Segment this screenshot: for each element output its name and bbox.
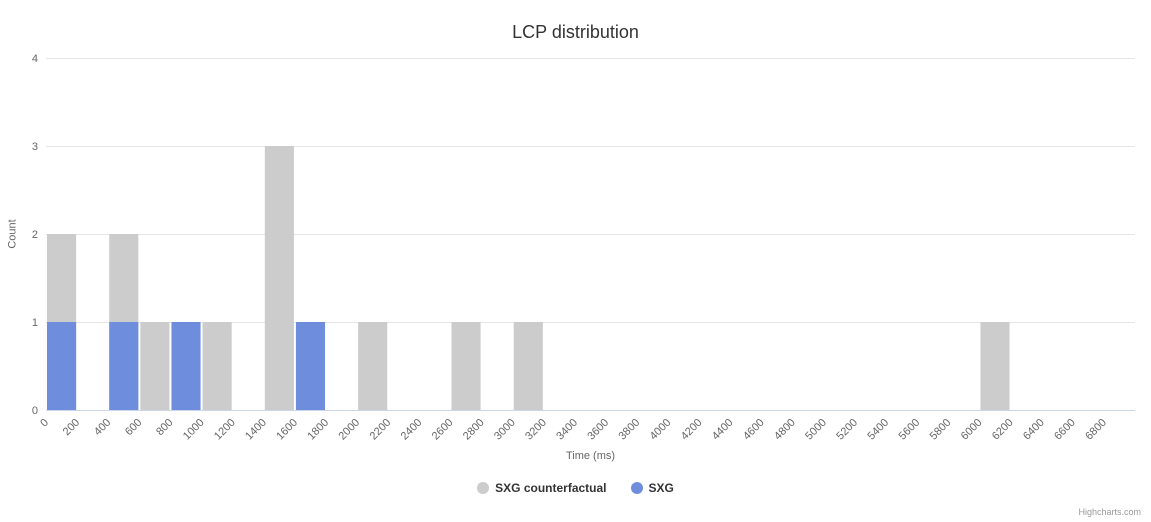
x-axis-tick-label: 4200: [679, 417, 705, 443]
x-axis-tick-label: 5000: [803, 417, 829, 443]
x-axis-tick-label: 5200: [834, 417, 860, 443]
x-axis-tick-label: 3800: [616, 417, 642, 443]
legend-label-sxg-counterfactual: SXG counterfactual: [495, 481, 607, 495]
bar-sxg-counterfactual[interactable]: [451, 322, 481, 410]
x-axis-tick-label: 6800: [1083, 417, 1109, 443]
x-axis-tick-label: 3200: [523, 417, 549, 443]
x-axis-tick-label: 6200: [990, 417, 1016, 443]
x-axis-tick-label: 400: [92, 417, 113, 438]
legend-marker-circle-icon: [477, 482, 490, 494]
x-axis-tick-label: 2800: [461, 417, 487, 443]
x-axis-tick-label: 6600: [1052, 417, 1078, 443]
x-axis-tick-label: 1400: [243, 417, 269, 443]
bar-sxg[interactable]: [109, 322, 139, 410]
x-axis-tick-label: 6000: [959, 417, 985, 443]
x-axis-tick-label: 4400: [710, 417, 736, 443]
x-axis-tick-label: 5600: [897, 417, 923, 443]
y-axis-tick-label: 2: [32, 229, 38, 241]
bar-sxg[interactable]: [47, 322, 77, 410]
x-axis-tick-label: 5400: [865, 417, 891, 443]
x-axis-tick-label: 4000: [648, 417, 674, 443]
x-axis-tick-label: 2400: [399, 417, 425, 443]
legend-label-sxg: SXG: [648, 481, 674, 495]
x-axis-tick-label: 3000: [492, 417, 518, 443]
x-axis-tick-label: 1600: [274, 417, 300, 443]
bar-sxg-counterfactual[interactable]: [140, 322, 170, 410]
bar-sxg-counterfactual[interactable]: [513, 322, 543, 410]
legend-marker-circle-icon: [630, 482, 643, 494]
y-axis-tick-label: 0: [32, 405, 38, 417]
x-axis-tick-label: 200: [61, 417, 82, 438]
x-axis-tick-label: 3600: [585, 417, 611, 443]
x-axis-tick-label: 800: [154, 417, 175, 438]
legend: SXG counterfactual SXG: [0, 481, 1151, 495]
x-axis-tick-label: 4800: [772, 417, 798, 443]
legend-item-sxg-counterfactual[interactable]: SXG counterfactual: [477, 481, 607, 495]
legend-item-sxg[interactable]: SXG: [630, 481, 674, 495]
x-axis-tick-label: 2200: [368, 417, 394, 443]
highcharts-credits-link[interactable]: Highcharts.com: [1078, 507, 1141, 517]
bar-sxg[interactable]: [295, 322, 326, 410]
x-axis-tick-label: 600: [123, 417, 144, 438]
x-axis-tick-label: 1800: [305, 417, 331, 443]
y-axis-tick-label: 4: [32, 53, 38, 65]
bar-sxg-counterfactual[interactable]: [358, 322, 388, 410]
x-axis-tick-label: 1200: [212, 417, 238, 443]
x-axis-tick-label: 3400: [554, 417, 580, 443]
x-axis-tick-label: 2000: [336, 417, 362, 443]
x-axis-tick-label: 0: [38, 417, 51, 430]
x-axis-tick-label: 4600: [741, 417, 767, 443]
bar-sxg-counterfactual[interactable]: [202, 322, 232, 410]
bar-sxg[interactable]: [171, 322, 201, 410]
bar-sxg-counterfactual[interactable]: [264, 146, 294, 410]
x-axis-tick-label: 6400: [1021, 417, 1047, 443]
x-axis-tick-label: 1000: [181, 417, 207, 443]
x-axis-tick-label: 5800: [928, 417, 954, 443]
y-axis-tick-label: 3: [32, 141, 38, 153]
x-axis-tick-label: 2600: [430, 417, 456, 443]
x-axis-title: Time (ms): [565, 450, 616, 462]
bar-sxg-counterfactual[interactable]: [980, 322, 1010, 410]
y-axis-tick-label: 1: [32, 317, 38, 329]
chart-title: LCP distribution: [512, 22, 639, 42]
